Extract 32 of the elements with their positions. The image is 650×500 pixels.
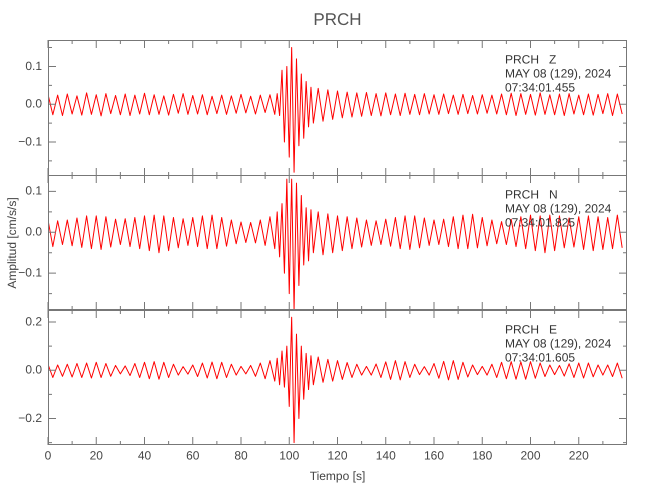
annotation: MAY 08 (129), 2024: [505, 201, 612, 216]
x-tick-label: 140: [376, 448, 396, 463]
x-tick-label: 160: [424, 448, 444, 463]
x-tick-label: 60: [186, 448, 200, 463]
y-tick-label: 0.0: [25, 96, 42, 111]
x-tick-label: 80: [234, 448, 248, 463]
x-tick-label: 20: [90, 448, 104, 463]
x-tick-label: 180: [472, 448, 493, 463]
x-tick-label: 200: [520, 448, 541, 463]
y-axis-title: Amplitud [cm/s/s]: [5, 196, 19, 288]
x-tick-label: 120: [327, 448, 348, 463]
annotation: PRCH N: [505, 187, 558, 202]
x-tick-label: 0: [44, 448, 52, 463]
annotation: PRCH Z: [505, 52, 556, 66]
annotation: 07:34:01.455: [505, 80, 576, 94]
y-tick-label: −0.1: [18, 134, 42, 148]
annotation: MAY 08 (129), 2024: [505, 336, 612, 350]
annotation: 07:34:01.605: [505, 350, 576, 364]
annotation: PRCH E: [505, 322, 558, 336]
annotation: MAY 08 (129), 2024: [505, 66, 612, 80]
y-tick-label: 0.1: [25, 184, 42, 198]
x-tick-label: 40: [138, 448, 152, 463]
chart-title: PRCH: [312, 10, 363, 30]
x-tick-label: 100: [279, 448, 300, 463]
x-axis-title: Tiempo [s]: [308, 469, 366, 483]
y-tick-label: 0.1: [25, 58, 42, 73]
y-tick-label: −0.1: [18, 265, 42, 280]
y-tick-label: 0.0: [25, 224, 42, 239]
y-tick-label: 0.2: [25, 314, 42, 328]
y-tick-label: −0.2: [18, 410, 42, 425]
x-tick-label: 220: [568, 448, 590, 463]
y-tick-label: 0.0: [25, 362, 42, 377]
